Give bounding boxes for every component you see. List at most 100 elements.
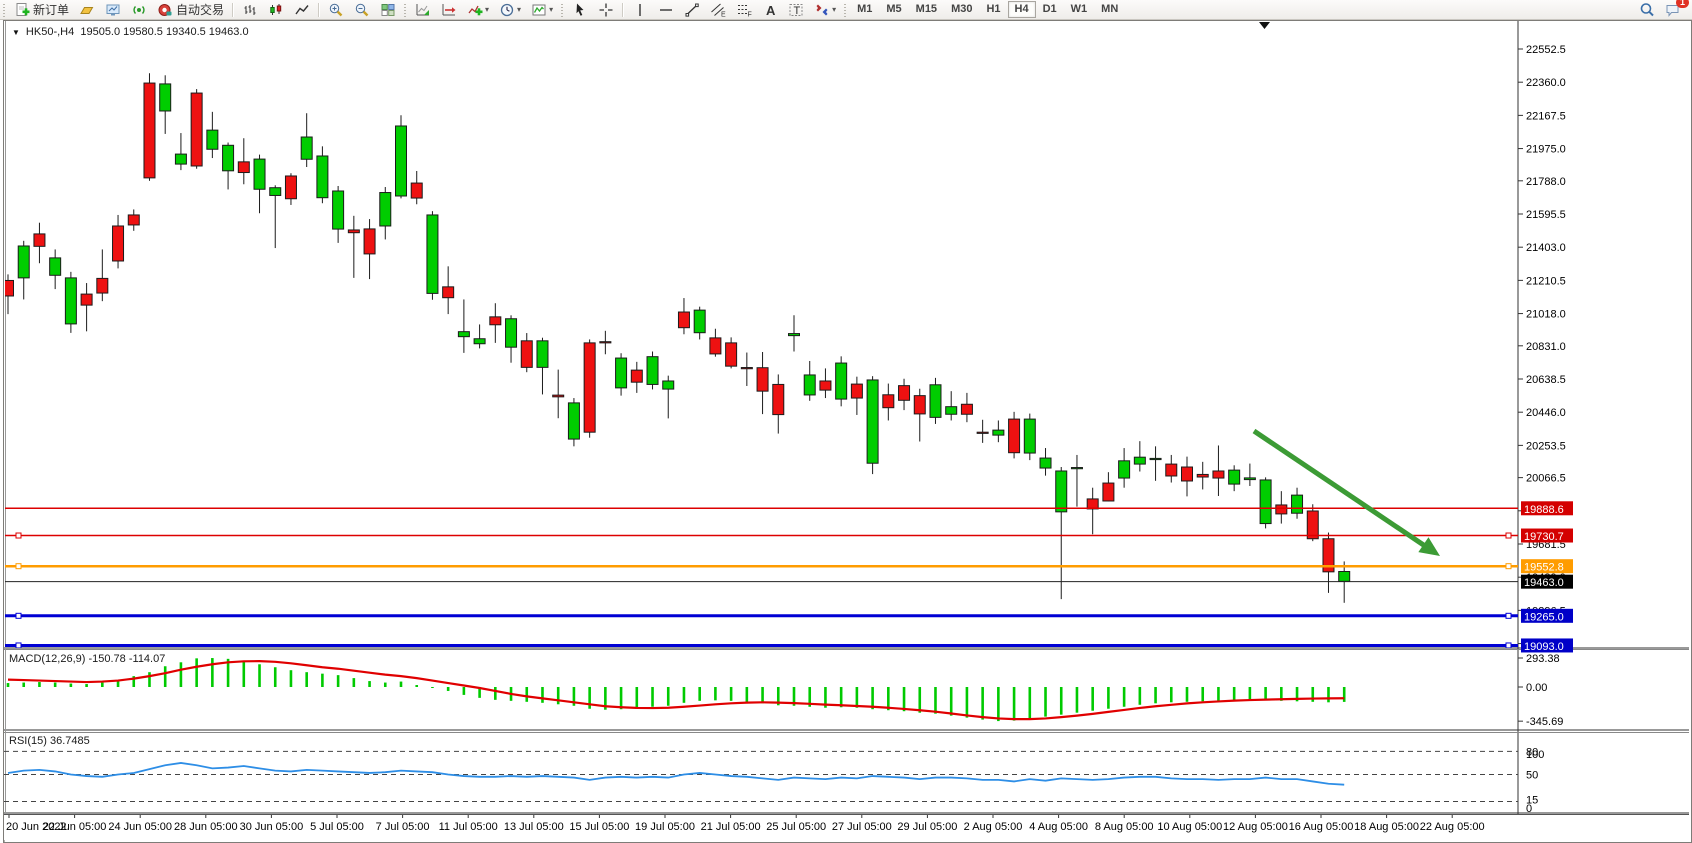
toolbar-grip[interactable]: [560, 2, 566, 17]
crosshair-icon: [599, 3, 613, 16]
signals-button[interactable]: [127, 0, 151, 19]
auto-trading-button[interactable]: 自动交易: [153, 0, 228, 19]
bull-candle: [49, 257, 62, 276]
chart-title: ▼ HK50-,H4 19505.0 19580.5 19340.5 19463.…: [12, 26, 249, 38]
chart-ohlc-readout: 19505.0 19580.5 19340.5 19463.0: [80, 26, 249, 38]
indicator-plus-icon: [468, 5, 483, 15]
line-handle[interactable]: [15, 532, 22, 539]
line-handle[interactable]: [1505, 532, 1512, 539]
zoom-out-icon: [355, 3, 369, 16]
toolbar-grip[interactable]: [843, 2, 849, 17]
arrows-button[interactable]: ▾: [810, 0, 840, 19]
timeframe-m15-button[interactable]: M15: [915, 3, 938, 15]
bull-candle: [473, 338, 486, 345]
toolbar-grip[interactable]: [403, 2, 409, 17]
bull-candle: [222, 144, 235, 172]
bear-candle: [898, 385, 911, 401]
chart-shift-button[interactable]: [437, 0, 461, 19]
timeframe-m1-button[interactable]: M1: [857, 3, 873, 15]
chart-dropdown-icon[interactable]: ▼: [12, 28, 20, 37]
zoom-in-button[interactable]: [324, 0, 348, 19]
bull-candle: [1291, 494, 1304, 514]
svg-text:T: T: [794, 5, 801, 17]
new-order-button-label: 新订单: [33, 3, 70, 17]
line-chart-button[interactable]: [290, 0, 314, 19]
linechart-icon: [295, 4, 309, 14]
search-button[interactable]: [1635, 0, 1659, 19]
chart-window[interactable]: ▼ HK50-,H4 19505.0 19580.5 19340.5 19463.…: [3, 20, 1692, 843]
tile-windows-button[interactable]: [376, 0, 400, 19]
timeframe-w1-button[interactable]: W1: [1070, 3, 1088, 15]
templates-button[interactable]: ▾: [527, 0, 557, 19]
rsi-indicator-label: RSI(15) 36.7485: [9, 735, 90, 747]
line-handle[interactable]: [15, 612, 22, 619]
line-handle[interactable]: [15, 563, 22, 570]
rsi-scale-label: 100: [1526, 749, 1544, 761]
candlestick-chart-button[interactable]: [264, 0, 288, 19]
new-order-button[interactable]: 新订单: [10, 0, 73, 19]
toolbar-separator: [318, 2, 321, 17]
text-button[interactable]: A: [758, 0, 782, 19]
bear-candle: [756, 367, 769, 392]
bull-candle: [332, 190, 345, 230]
svg-text:E: E: [721, 11, 726, 18]
trendline-button[interactable]: [680, 0, 704, 19]
line-handle[interactable]: [1505, 642, 1512, 648]
timeframe-h4-button[interactable]: H4: [1007, 1, 1036, 18]
cursor-button[interactable]: [568, 0, 592, 19]
indicators-button[interactable]: ▾: [463, 0, 493, 19]
toolbar-grip[interactable]: [2, 2, 7, 17]
market-watch-button[interactable]: [75, 0, 99, 19]
line-handle[interactable]: [15, 642, 22, 648]
chart-window-button[interactable]: [101, 0, 125, 19]
equidistant-channel-button[interactable]: E: [706, 0, 730, 19]
timeframe-m30-button[interactable]: M30: [951, 3, 973, 15]
chat-button[interactable]: 1: [1661, 0, 1689, 19]
time-tick-label: 22 Aug 05:00: [1420, 821, 1485, 833]
bull-candle: [615, 357, 628, 389]
cursor-icon: [576, 3, 584, 16]
fibonacci-button[interactable]: F: [732, 0, 756, 19]
bull-candle: [395, 125, 407, 197]
timeframe-d1-button[interactable]: D1: [1042, 3, 1057, 15]
bull-candle: [174, 153, 187, 165]
bear-candle: [583, 342, 596, 433]
auto-scroll-button[interactable]: [411, 0, 435, 19]
bear-candle: [1165, 463, 1178, 477]
zoom-out-button[interactable]: [350, 0, 374, 19]
horizontal-line-button[interactable]: [654, 0, 678, 19]
bull-candle: [1039, 457, 1052, 469]
bull-candle: [803, 374, 816, 396]
horizontal-price-lines[interactable]: [4, 507, 1518, 648]
bull-candle: [457, 331, 470, 338]
chevron-down-icon: ▾: [832, 5, 837, 14]
timeframe-h1-button[interactable]: H1: [986, 3, 1001, 15]
price-tick-label: 21975.0: [1526, 144, 1566, 156]
vertical-line-button[interactable]: [628, 0, 652, 19]
price-tick-label: 20253.5: [1526, 440, 1566, 452]
line-handle[interactable]: [1505, 612, 1512, 619]
price-tick-label: 20446.0: [1526, 407, 1566, 419]
trend-arrow[interactable]: [1252, 428, 1440, 556]
periods-button[interactable]: ▾: [495, 0, 525, 19]
bull-candle: [253, 158, 266, 190]
timeframe-m5-button[interactable]: M5: [886, 3, 902, 15]
bear-candle: [913, 395, 926, 415]
bar-chart-button[interactable]: [238, 0, 262, 19]
price-tick-label: 21788.0: [1526, 176, 1566, 188]
scroll-end-marker[interactable]: [1259, 22, 1270, 29]
bear-candle: [976, 431, 989, 434]
price-tick-label: 21018.0: [1526, 309, 1566, 321]
bear-candle: [347, 229, 360, 234]
timeframe-mn-button[interactable]: MN: [1101, 3, 1119, 15]
line-handle[interactable]: [1505, 563, 1512, 570]
time-tick-label: 2 Aug 05:00: [964, 821, 1023, 833]
fibo-icon: F: [738, 4, 752, 18]
bear-candle: [599, 341, 612, 344]
label-button[interactable]: T: [784, 0, 808, 19]
zoom-in-icon: [329, 3, 343, 16]
chart-canvas[interactable]: 22552.5 22360.0 22167.5 21975.0 21788.0 21595…: [4, 21, 1689, 840]
crosshair-button[interactable]: [594, 0, 618, 19]
